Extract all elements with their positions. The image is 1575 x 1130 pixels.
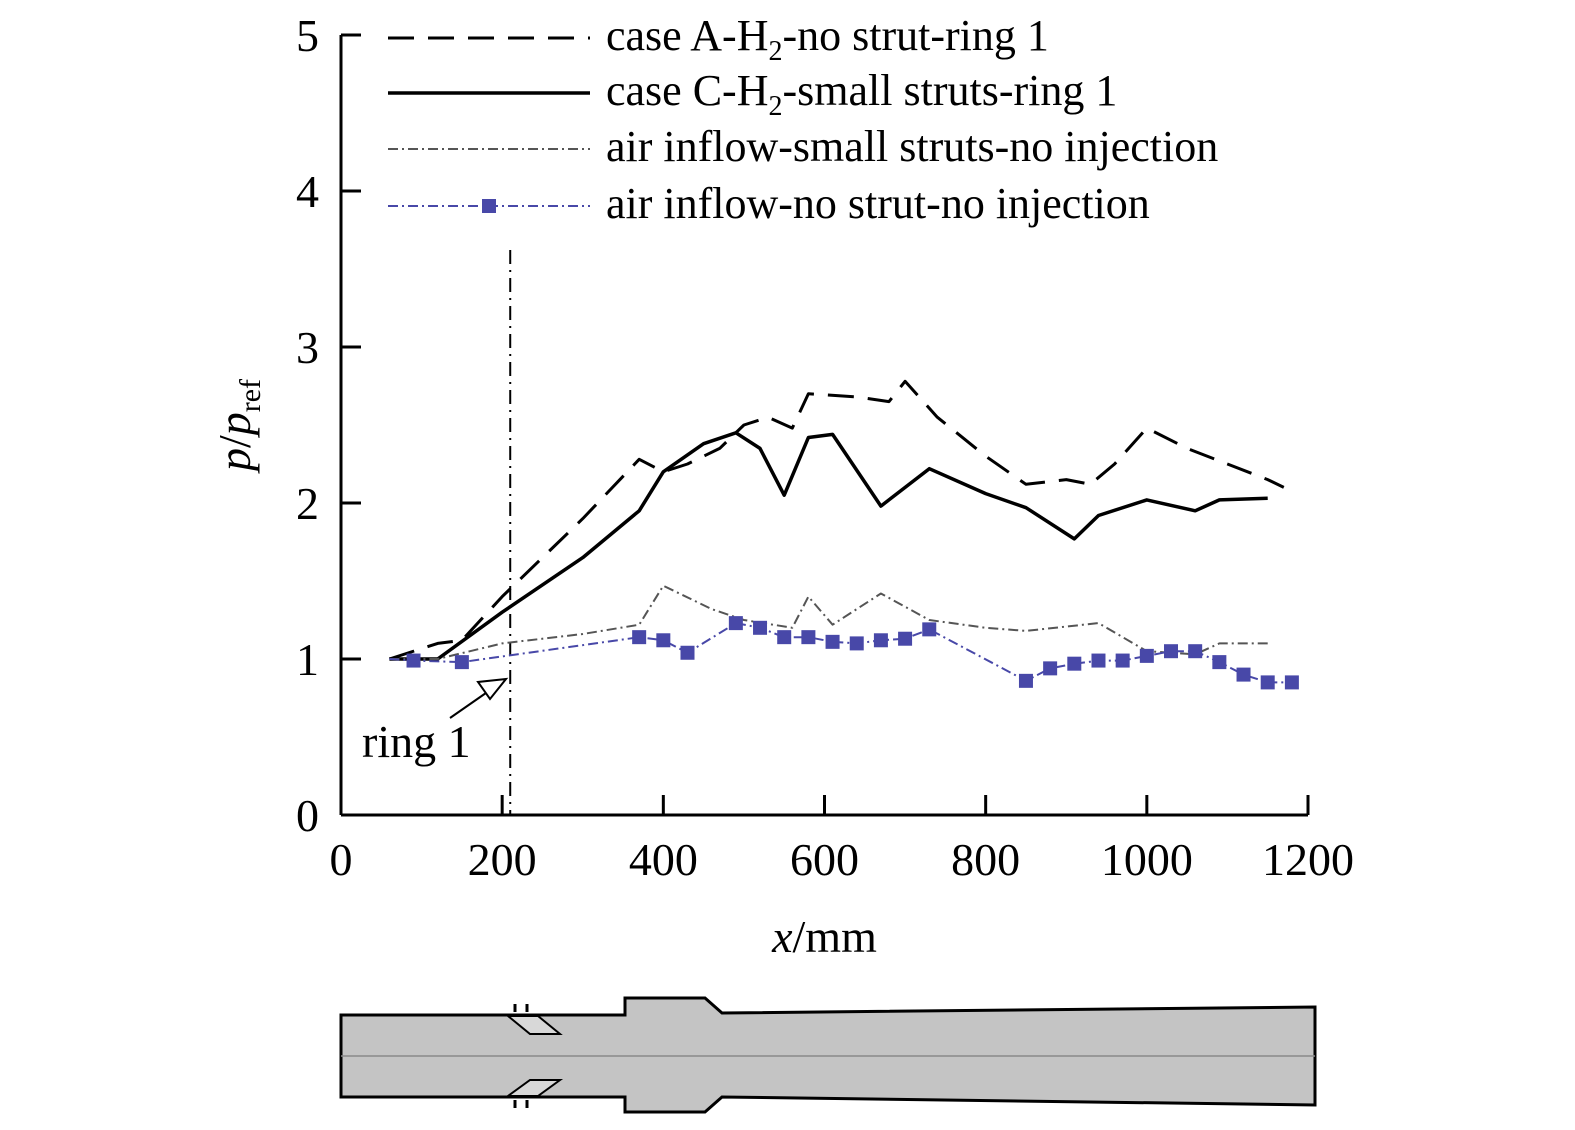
- series-4-marker: [1212, 655, 1227, 670]
- series-line-2: [389, 431, 1268, 661]
- series-line-3: [389, 584, 1268, 660]
- series-4-marker: [632, 630, 647, 645]
- y-tick-label: 5: [296, 10, 319, 61]
- series-4-marker: [1067, 656, 1082, 671]
- x-tick-label: 800: [951, 834, 1020, 885]
- series-4-marker: [1115, 653, 1130, 668]
- series-4-marker: [1043, 661, 1058, 676]
- x-tick-label: 0: [330, 834, 353, 885]
- series-4-marker: [1091, 653, 1106, 668]
- series-4-marker: [1018, 673, 1033, 688]
- legend-label-2: case C-H2-small struts-ring 1: [606, 66, 1117, 122]
- y-tick-label: 1: [296, 634, 319, 685]
- series-4-marker: [1284, 675, 1299, 690]
- series-4-marker: [728, 616, 743, 631]
- series-4-marker: [898, 631, 913, 646]
- series-line-4: [389, 622, 1292, 684]
- upper-strut: [505, 1015, 563, 1035]
- x-tick-label: 200: [468, 834, 537, 885]
- x-tick-label: 600: [790, 834, 859, 885]
- series-4-marker: [873, 633, 888, 648]
- y-tick-label: 0: [296, 790, 319, 841]
- series-4-marker: [1139, 648, 1154, 663]
- series-4-marker: [680, 645, 695, 660]
- series-4-marker: [1236, 667, 1251, 682]
- x-tick-label: 400: [629, 834, 698, 885]
- series-4-marker: [656, 633, 671, 648]
- series-4-marker: [825, 634, 840, 649]
- series-4-marker: [406, 653, 421, 668]
- legend-marker-4: [482, 199, 496, 213]
- combustor-schematic: [339, 996, 1317, 1114]
- y-tick-label: 4: [296, 166, 319, 217]
- series-4-marker: [753, 620, 768, 635]
- legend-label-1: case A-H2-no strut-ring 1: [606, 11, 1049, 67]
- combustor-body: [339, 996, 1317, 1114]
- ring-1-arrow-head: [476, 677, 509, 701]
- series-4-marker: [1188, 644, 1203, 659]
- y-tick-label: 2: [296, 478, 319, 529]
- series-4-marker: [922, 622, 937, 637]
- series-4-marker: [801, 630, 816, 645]
- legend-label-4: air inflow-no strut-no injection: [606, 179, 1150, 228]
- x-tick-label: 1200: [1262, 834, 1354, 885]
- plot-area: 0 1 2 3 4 5 0 200 400 600 800 1000 1200 x/mm p/pref rin…: [209, 10, 1354, 962]
- legend-label-3: air inflow-small struts-no injection: [606, 122, 1218, 171]
- y-axis-title: p/pref: [209, 379, 267, 474]
- series-4-marker: [1164, 644, 1179, 659]
- series-line-1: [388, 379, 1285, 661]
- y-tick-label: 3: [296, 322, 319, 373]
- x-axis-title: x/mm: [771, 911, 877, 962]
- lower-strut: [504, 1079, 564, 1097]
- series-4-marker: [849, 636, 864, 651]
- series-4-marker: [1260, 675, 1275, 690]
- ring-1-label: ring 1: [362, 716, 471, 767]
- x-tick-label: 1000: [1101, 834, 1193, 885]
- series-4-marker: [777, 630, 792, 645]
- series-4-marker: [454, 655, 469, 670]
